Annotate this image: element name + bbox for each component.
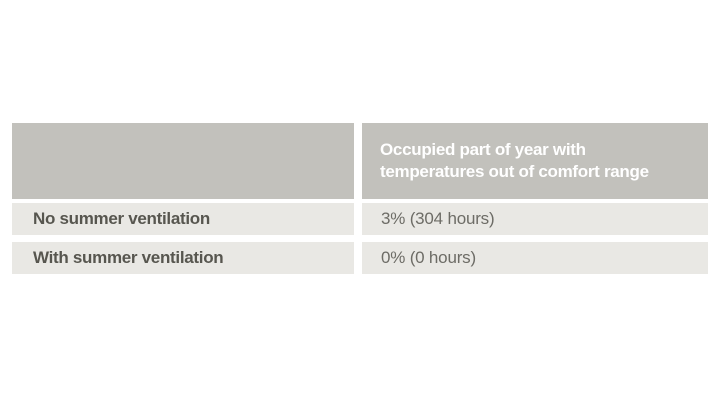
ventilation-comfort-table: Occupied part of year with temperatures … — [12, 123, 708, 281]
row-label-no-summer-ventilation: No summer ventilation — [12, 203, 354, 235]
header-cell-occupied-comfort-label: Occupied part of year with temperatures … — [380, 140, 649, 181]
row-label-with-summer-ventilation: With summer ventilation — [12, 242, 354, 274]
header-cell-empty — [12, 123, 354, 199]
table-row: No summer ventilation 3% (304 hours) — [12, 203, 708, 235]
table-row: With summer ventilation 0% (0 hours) — [12, 242, 708, 274]
row-value-with-summer-ventilation: 0% (0 hours) — [362, 242, 708, 274]
row-value-no-summer-ventilation: 3% (304 hours) — [362, 203, 708, 235]
table-header-row: Occupied part of year with temperatures … — [12, 123, 708, 199]
header-cell-occupied-comfort: Occupied part of year with temperatures … — [362, 123, 708, 199]
